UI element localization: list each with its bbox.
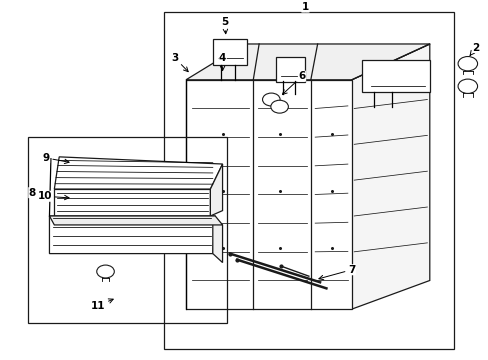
Text: 9: 9 bbox=[42, 153, 69, 163]
Text: 8: 8 bbox=[29, 188, 36, 198]
Polygon shape bbox=[49, 216, 222, 225]
Polygon shape bbox=[212, 39, 246, 66]
Polygon shape bbox=[276, 57, 305, 82]
Text: 11: 11 bbox=[91, 299, 113, 311]
Polygon shape bbox=[54, 189, 210, 216]
Circle shape bbox=[270, 100, 288, 113]
Text: 7: 7 bbox=[318, 265, 355, 280]
Text: 6: 6 bbox=[282, 71, 305, 94]
Polygon shape bbox=[212, 216, 222, 262]
Text: 1: 1 bbox=[301, 2, 308, 12]
Text: 10: 10 bbox=[37, 191, 69, 201]
Text: 5: 5 bbox=[221, 18, 228, 34]
Circle shape bbox=[457, 57, 477, 71]
Polygon shape bbox=[54, 157, 222, 189]
Circle shape bbox=[97, 265, 114, 278]
Text: 2: 2 bbox=[469, 42, 479, 55]
Text: 3: 3 bbox=[171, 53, 188, 72]
Polygon shape bbox=[351, 44, 429, 309]
Polygon shape bbox=[185, 80, 351, 309]
Polygon shape bbox=[361, 60, 429, 93]
Polygon shape bbox=[185, 44, 429, 80]
Circle shape bbox=[262, 93, 280, 106]
Circle shape bbox=[457, 79, 477, 94]
Text: 4: 4 bbox=[219, 53, 226, 71]
Polygon shape bbox=[49, 216, 215, 253]
Polygon shape bbox=[210, 164, 222, 216]
